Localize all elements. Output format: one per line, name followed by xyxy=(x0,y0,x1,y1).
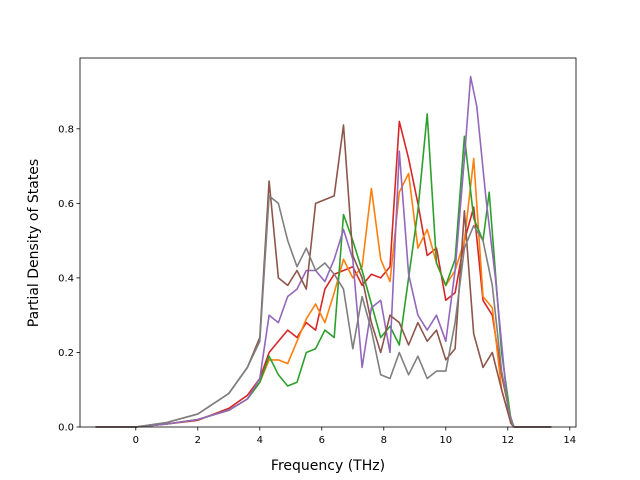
series-line-5 xyxy=(95,124,552,428)
y-tick-label: 0.4 xyxy=(58,273,74,284)
x-tick-label: 6 xyxy=(319,435,325,446)
tick-layer: 0 2 4 6 8 10 12 14 0.0 0.2 0.4 0.6 0.8 xyxy=(58,124,576,446)
y-tick-label: 0.0 xyxy=(58,423,74,434)
x-tick-label: 10 xyxy=(439,435,452,446)
x-tick-label: 8 xyxy=(381,435,387,446)
y-axis-label: Partial Density of States xyxy=(26,159,42,327)
x-tick-label: 12 xyxy=(501,435,514,446)
x-axis-label: Frequency (THz) xyxy=(271,458,385,474)
plot-frame xyxy=(79,57,577,428)
x-tick-label: 4 xyxy=(257,435,263,446)
x-tick-label: 2 xyxy=(195,435,201,446)
series-line-3 xyxy=(95,113,552,428)
x-tick-label: 14 xyxy=(563,435,576,446)
y-tick-label: 0.6 xyxy=(58,199,74,210)
x-tick-label: 0 xyxy=(133,435,139,446)
series-layer xyxy=(95,75,552,428)
series-line-4 xyxy=(95,75,552,428)
y-tick-label: 0.8 xyxy=(58,124,74,135)
y-tick-label: 0.2 xyxy=(58,348,74,359)
series-line-6 xyxy=(95,195,552,428)
